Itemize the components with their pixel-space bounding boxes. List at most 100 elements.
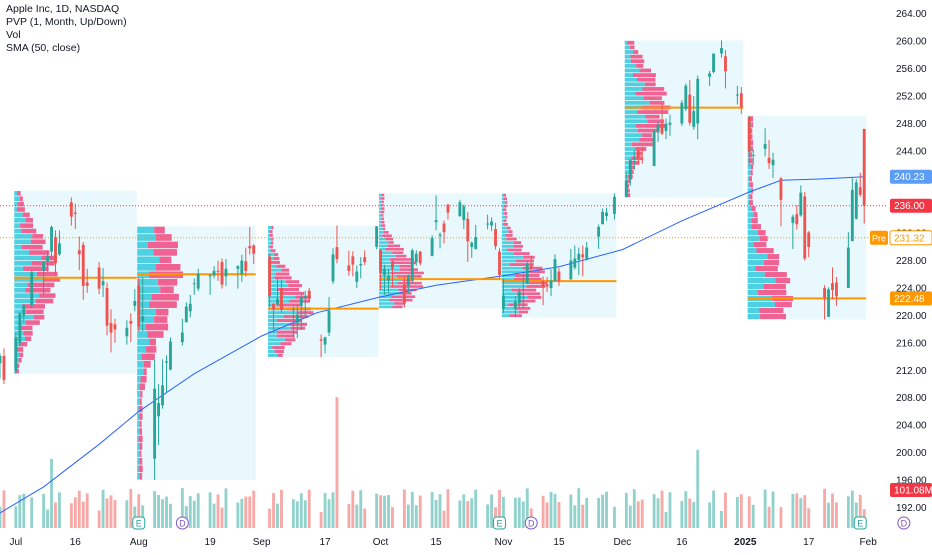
profile-row-up bbox=[378, 258, 391, 261]
volume-bar bbox=[216, 494, 220, 528]
candle-body bbox=[81, 244, 85, 286]
dividend-marker: D bbox=[897, 516, 911, 530]
candle-body bbox=[244, 261, 248, 271]
profile-row-down bbox=[25, 287, 51, 293]
poc-value-badge: 222.48 bbox=[890, 291, 932, 306]
profile-row-up bbox=[624, 40, 628, 45]
candle-body bbox=[827, 289, 830, 317]
profile-row-up bbox=[624, 54, 631, 59]
profile-row-up bbox=[378, 261, 391, 265]
profile-row-down bbox=[518, 310, 529, 314]
candle-body bbox=[553, 259, 557, 282]
candle bbox=[490, 217, 493, 232]
candle-body bbox=[569, 260, 573, 280]
candle-body bbox=[295, 314, 299, 323]
candle bbox=[331, 248, 335, 284]
profile-row-up bbox=[267, 237, 272, 241]
profile-row-up bbox=[747, 248, 757, 254]
profile-row-down bbox=[627, 40, 635, 45]
profile-row-down bbox=[18, 341, 28, 347]
legend-symbol[interactable]: Apple Inc, 1D, NASDAQ bbox=[6, 3, 120, 15]
profile-row-down bbox=[25, 217, 33, 223]
volume-bar bbox=[751, 504, 755, 528]
profile-row-up bbox=[14, 201, 19, 207]
profile-row-down bbox=[750, 164, 754, 170]
volume-bar bbox=[248, 496, 252, 528]
time-tick-label: 15 bbox=[431, 537, 443, 548]
candle-body bbox=[402, 284, 406, 304]
profile-row-up bbox=[137, 323, 146, 331]
profile-row-down bbox=[159, 256, 172, 264]
profile-row-up bbox=[501, 219, 504, 223]
candle-body bbox=[129, 320, 133, 324]
candle-body bbox=[795, 214, 799, 225]
candle-body bbox=[446, 204, 450, 213]
profile-row-up bbox=[624, 96, 644, 101]
candle-body bbox=[73, 212, 77, 214]
candle-body bbox=[624, 181, 628, 197]
candle-body bbox=[387, 276, 390, 281]
volume-bar bbox=[581, 504, 585, 528]
profile-row-up bbox=[501, 281, 530, 285]
profile-row-down bbox=[647, 119, 665, 124]
profile-row-up bbox=[267, 311, 298, 315]
profile-row-down bbox=[32, 234, 44, 239]
candle bbox=[220, 258, 224, 289]
earnings-marker-bg bbox=[853, 516, 867, 530]
candle-body bbox=[613, 196, 616, 214]
candle bbox=[73, 203, 77, 230]
profile-row-down bbox=[139, 458, 143, 465]
volume-bar bbox=[299, 493, 303, 528]
profile-row-down bbox=[25, 320, 40, 325]
profile-row-down bbox=[277, 330, 298, 334]
profile-row-down bbox=[399, 264, 412, 268]
profile-row-down bbox=[390, 285, 424, 288]
candle-body bbox=[458, 202, 462, 217]
close-price-badge: 236.00 bbox=[890, 198, 932, 213]
profile-row-down bbox=[19, 352, 24, 358]
legend-vol[interactable]: Vol bbox=[6, 29, 21, 41]
candle bbox=[14, 332, 18, 374]
profile-row-down bbox=[149, 301, 177, 308]
volume-bar bbox=[597, 497, 601, 528]
candle-body bbox=[660, 123, 664, 134]
candle-body bbox=[355, 271, 359, 282]
candle-body bbox=[858, 187, 862, 195]
profile-row-down bbox=[143, 368, 147, 376]
earnings-marker-bg bbox=[493, 516, 506, 530]
candle bbox=[724, 50, 727, 89]
profile-row-down bbox=[630, 165, 635, 170]
profile-row-up bbox=[501, 201, 506, 204]
profile-row-down bbox=[385, 237, 393, 241]
profile-row-down bbox=[143, 361, 151, 368]
price-tick-label: 220.00 bbox=[896, 311, 927, 322]
candle-body bbox=[303, 296, 307, 299]
candle bbox=[236, 265, 240, 289]
candle-body bbox=[628, 160, 632, 180]
profile-row-down bbox=[284, 338, 296, 342]
profile-row-down bbox=[645, 114, 660, 119]
price-tick-label: 252.00 bbox=[896, 92, 927, 103]
profile-row-down bbox=[139, 443, 143, 450]
volume-bar bbox=[470, 498, 474, 528]
legend-pvp[interactable]: PVP (1, Month, Up/Down) bbox=[6, 16, 127, 28]
candle-body bbox=[169, 341, 172, 370]
candle bbox=[387, 268, 390, 293]
volume-bar bbox=[2, 490, 6, 528]
profile-row-down bbox=[757, 230, 766, 236]
profile-row-down bbox=[750, 170, 753, 176]
candle bbox=[708, 70, 712, 87]
candle-body bbox=[240, 260, 244, 275]
profile-row-down bbox=[516, 259, 534, 263]
legend-sma[interactable]: SMA (50, close) bbox=[6, 42, 81, 54]
profile-row-up bbox=[747, 176, 749, 182]
volume-bar bbox=[319, 512, 323, 528]
candle bbox=[410, 248, 414, 283]
profile-row-up bbox=[747, 260, 764, 266]
profile-row-down bbox=[385, 247, 404, 251]
profile-row-up bbox=[267, 322, 290, 326]
volume-bar bbox=[125, 500, 129, 528]
profile-row-down bbox=[631, 156, 643, 161]
